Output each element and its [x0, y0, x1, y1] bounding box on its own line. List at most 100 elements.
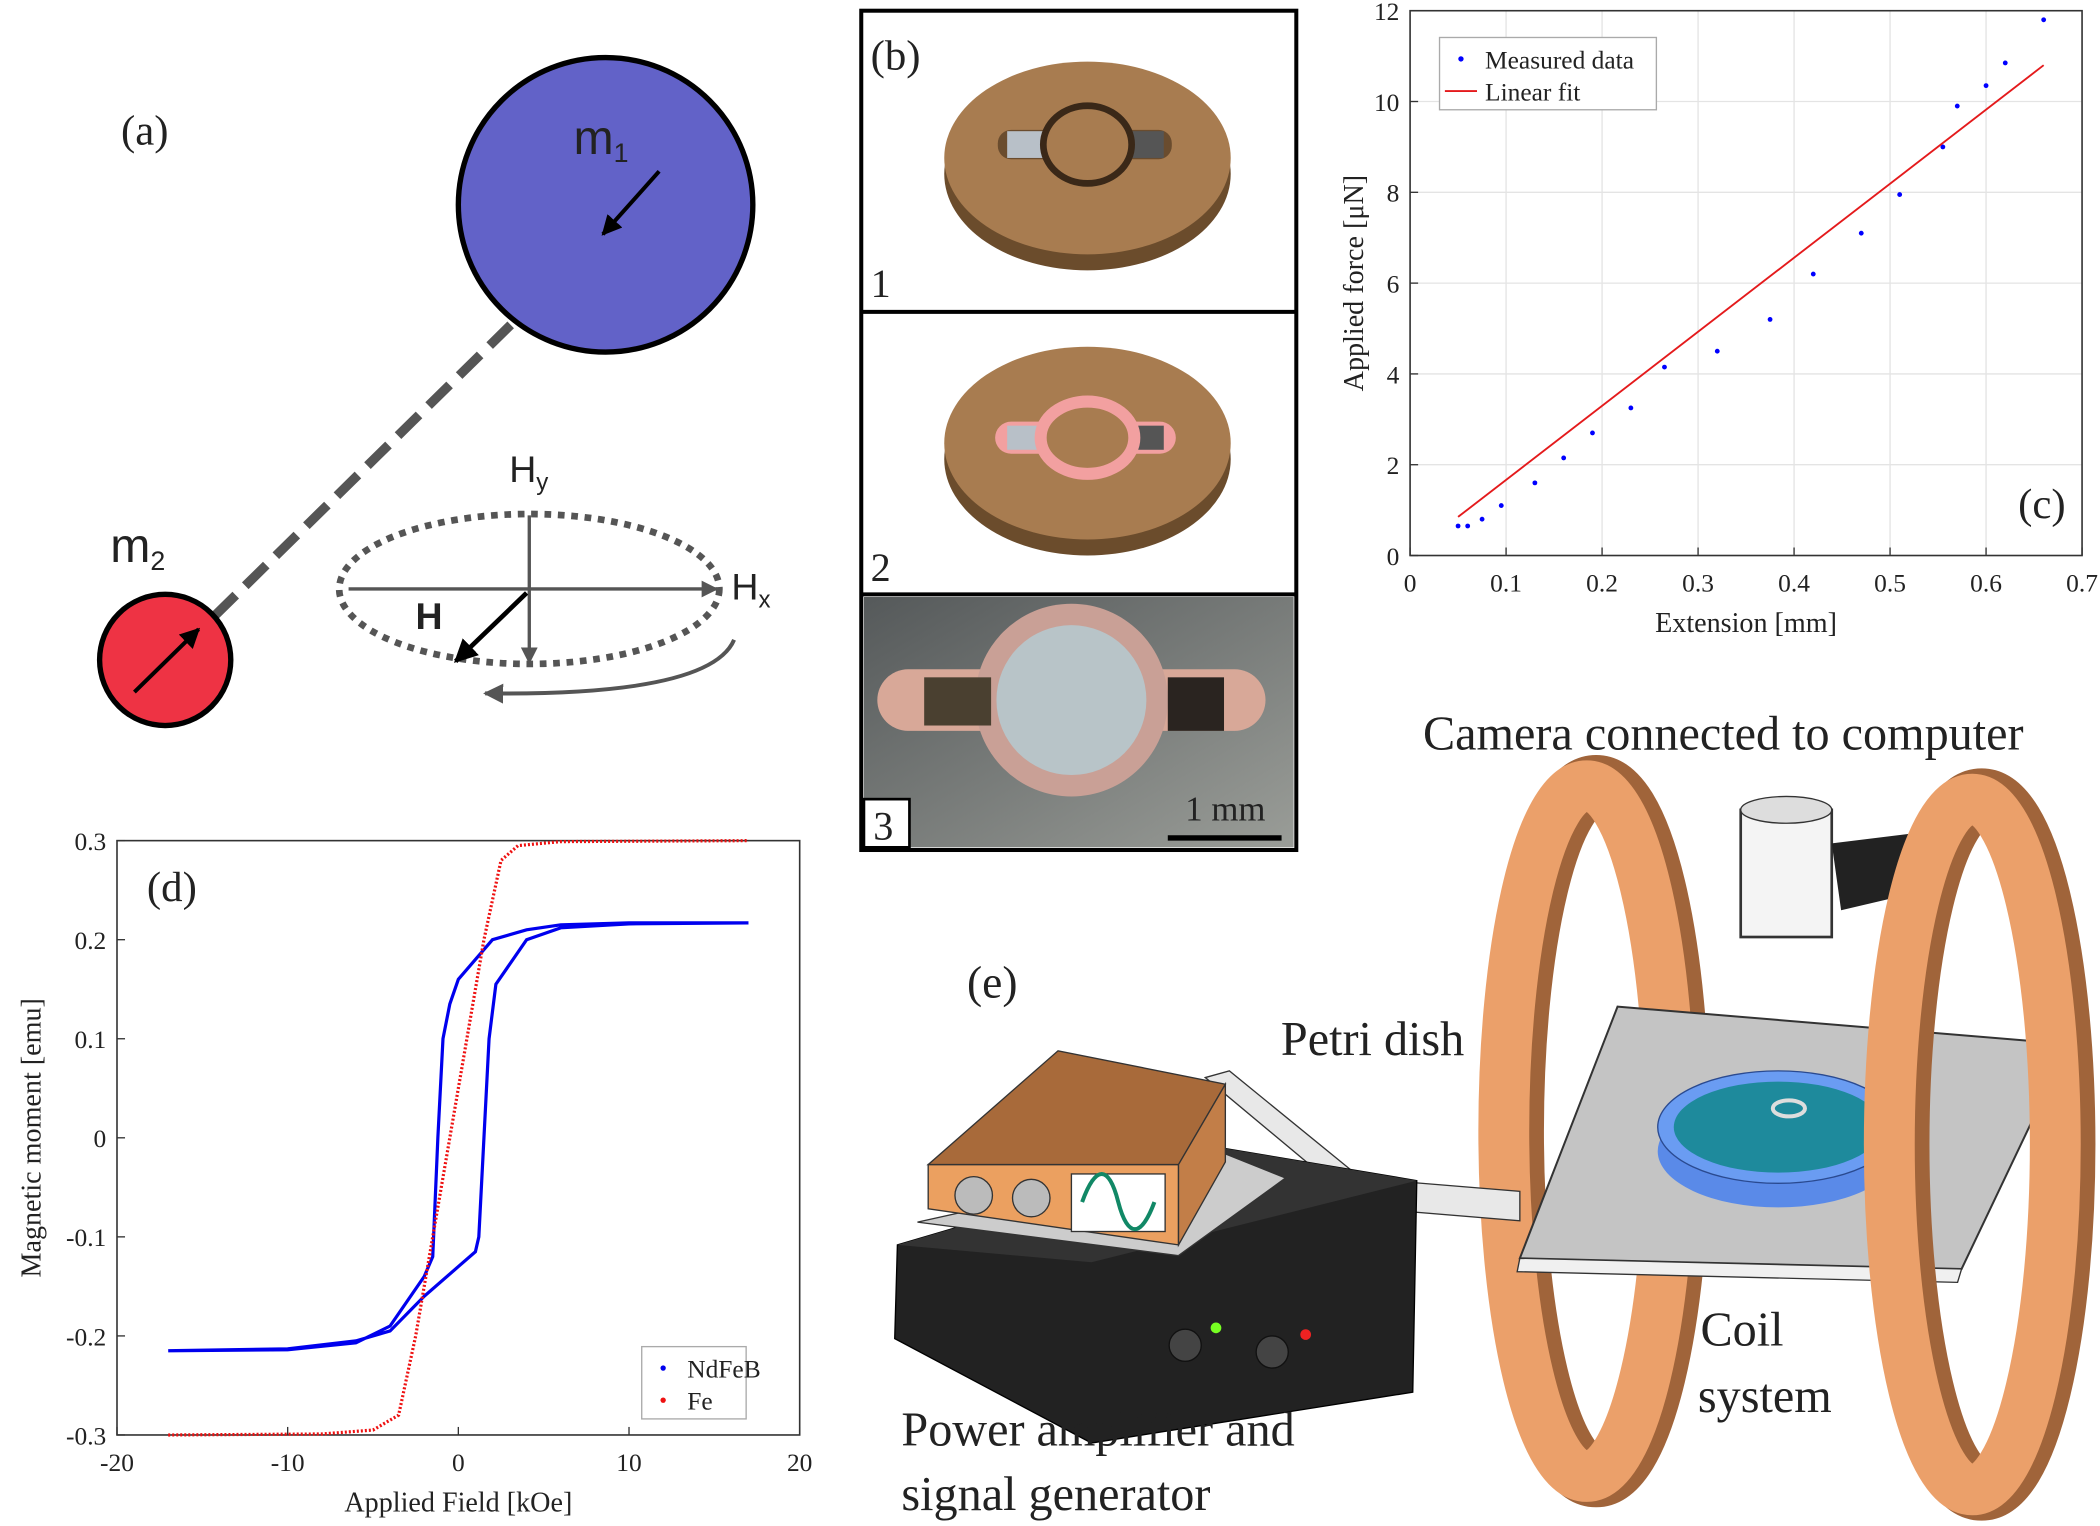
annotation: (d) — [147, 864, 197, 911]
y-tick-label: 0.3 — [75, 827, 107, 856]
sub: y — [536, 469, 548, 496]
x-tick-label: 0.1 — [1490, 569, 1522, 598]
y-tick-label: 0.1 — [75, 1025, 107, 1054]
amp-label: Power amplifier and — [901, 1404, 1294, 1457]
panel-label: (b) — [871, 33, 921, 80]
plot-frame — [116, 839, 801, 1436]
step-box — [862, 797, 911, 849]
link — [211, 307, 529, 620]
data-point — [1628, 405, 1634, 411]
plot-frame — [1409, 9, 2083, 557]
m: m — [110, 519, 150, 573]
x-axis-label: Extension [mm] — [1655, 608, 1837, 639]
x-tick-label: 0.2 — [1586, 569, 1618, 598]
h-label: H — [416, 595, 443, 637]
series-line — [168, 839, 749, 1437]
y-tick-label: -0.1 — [66, 1223, 106, 1252]
panel-label: (e) — [967, 956, 1018, 1007]
sub: 2 — [150, 546, 165, 576]
x-tick-label: 20 — [787, 1448, 812, 1477]
x-tick-label: 0.6 — [1970, 569, 2002, 598]
coil-label: system — [1698, 1370, 1832, 1423]
x-tick-label: 0.4 — [1778, 569, 1810, 598]
scale-label: 1 mm — [1185, 790, 1265, 829]
hx-label: Hx — [731, 566, 770, 614]
data-point — [2002, 60, 2008, 66]
charts: 0 0.1 0.2 0.3 0.4 0.5 0.6 0.7024681012Extension… — [17, 0, 2098, 1518]
data-point — [1810, 271, 1816, 277]
camera-top — [1740, 795, 1833, 824]
platform-edge — [1516, 1257, 1963, 1284]
moment-arrow — [132, 627, 201, 694]
data-point — [1498, 503, 1504, 508]
y-axis-label: Magnetic moment [emu] — [17, 998, 48, 1277]
panel-label: (a) — [121, 108, 169, 155]
x-tick-label: 10 — [616, 1448, 641, 1477]
ring — [1034, 395, 1141, 480]
magnet — [924, 677, 992, 726]
x-tick-label: 0.7 — [2066, 569, 2098, 598]
data-point — [1465, 523, 1471, 529]
legend-swatch — [1458, 56, 1464, 62]
m: m — [573, 111, 613, 165]
h: H — [731, 566, 758, 608]
x-tick-label: 0 — [452, 1448, 465, 1477]
dish-label: Petri dish — [1281, 1013, 1464, 1066]
x-tick-label: 0.5 — [1874, 569, 1906, 598]
magnet-m1 — [455, 54, 756, 355]
y-tick-label: 12 — [1374, 0, 1399, 26]
knob — [1011, 1178, 1051, 1218]
y-tick-label: 0 — [1387, 542, 1400, 571]
data-point — [1897, 192, 1903, 197]
legend-swatch — [660, 1365, 666, 1371]
legend-swatch — [660, 1397, 666, 1403]
y-tick-label: 0 — [94, 1124, 107, 1153]
rotation-arrow — [483, 638, 736, 704]
x-tick-label: 0 — [1404, 569, 1417, 598]
x-tick-label: -20 — [100, 1448, 134, 1477]
data-point — [1940, 144, 1946, 150]
data-point — [1983, 83, 1989, 89]
y-tick-label: 6 — [1387, 269, 1400, 298]
ring-hole — [996, 625, 1147, 776]
knob — [1168, 1328, 1202, 1363]
amp-label: signal generator — [901, 1468, 1210, 1521]
hy-label: Hy — [509, 448, 548, 496]
legend-box — [641, 1345, 747, 1420]
y-tick-label: 10 — [1374, 88, 1399, 117]
data-point — [2041, 17, 2047, 23]
y-tick-label: -0.3 — [66, 1421, 106, 1450]
legend-label: Linear fit — [1485, 77, 1580, 106]
panel-b: (b) 1 mm 1 2 3 — [859, 8, 1299, 853]
ring — [1039, 102, 1136, 187]
sine — [1080, 1172, 1157, 1232]
legend-box — [1438, 36, 1658, 111]
data-point — [1561, 455, 1567, 461]
y-tick-label: 2 — [1387, 451, 1400, 480]
magnet — [1167, 677, 1225, 731]
data-point — [1455, 523, 1461, 529]
knob — [1255, 1335, 1289, 1369]
amp-top — [926, 1050, 1227, 1166]
step-label: 2 — [871, 545, 891, 590]
amp-side — [1177, 1081, 1227, 1248]
sub: 1 — [614, 138, 629, 168]
moment-arrow — [601, 170, 661, 236]
m1-label: m1 — [573, 111, 628, 168]
series-line — [1457, 64, 2045, 518]
data-point — [1532, 480, 1538, 486]
y-axis-label: Applied force [μN] — [1339, 175, 1370, 391]
data-point — [1858, 230, 1864, 236]
data-point — [1954, 103, 1960, 109]
data-point — [1714, 348, 1720, 354]
led — [1300, 1329, 1312, 1340]
series-line — [168, 921, 749, 1353]
legend-label: NdFeB — [687, 1354, 760, 1383]
y-tick-label: 4 — [1387, 360, 1400, 389]
data-point — [1767, 317, 1773, 322]
h: H — [509, 448, 536, 490]
panel-e: Camera connected to computer (e) Petri d… — [894, 708, 2096, 1521]
knob — [954, 1175, 994, 1215]
camera-label: Camera connected to computer — [1423, 708, 2024, 761]
